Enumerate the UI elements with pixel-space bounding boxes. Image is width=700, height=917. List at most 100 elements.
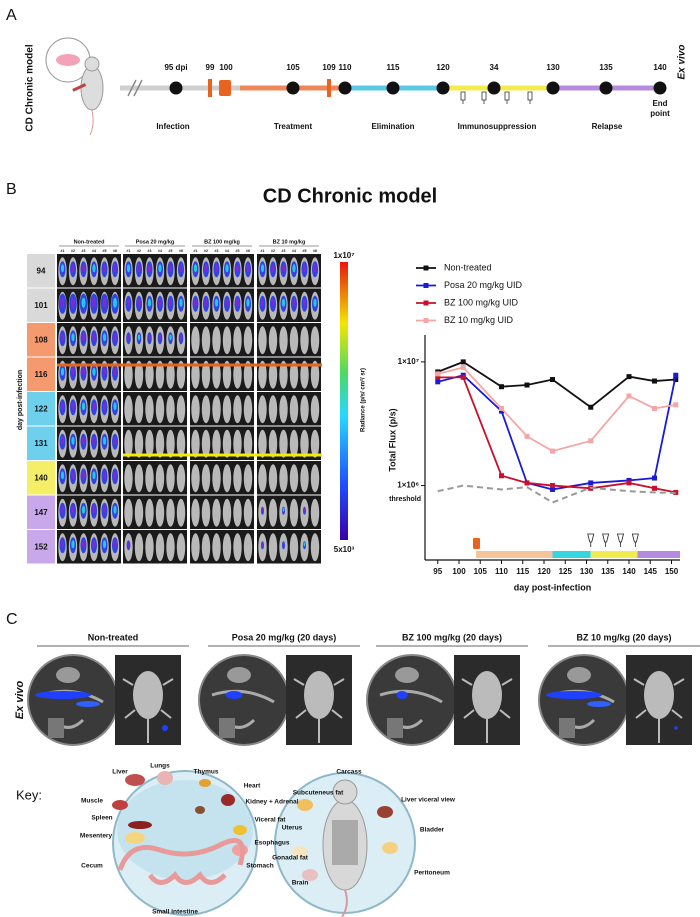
signal (92, 264, 96, 273)
signal (60, 367, 65, 376)
signal (113, 264, 117, 273)
signal (71, 264, 75, 273)
data-point (673, 372, 679, 378)
ex-vivo: Ex vivo (677, 44, 688, 79)
mouse-image (268, 360, 278, 389)
image-cell (123, 392, 187, 426)
mouse-image (191, 360, 200, 389)
mouse-image (222, 533, 232, 562)
data-point (626, 480, 632, 486)
day-cell (27, 530, 55, 564)
group-header: BZ 10 mg/kg (20 days) (576, 632, 671, 642)
organ-illustration (233, 825, 247, 835)
mouse-label: #6 (179, 249, 183, 253)
mouse-image (166, 533, 175, 562)
data-point (550, 483, 555, 489)
signal (102, 297, 107, 308)
mouse-image (212, 360, 221, 389)
mouse-image (289, 395, 299, 424)
signal (281, 264, 286, 273)
image-cell (57, 254, 121, 288)
signal (261, 507, 264, 512)
mouse-image (268, 429, 278, 458)
timeline-tick: 109 (322, 63, 336, 72)
image-cell (57, 426, 121, 460)
data-point (550, 377, 555, 383)
signal (137, 264, 141, 273)
signal (71, 402, 75, 411)
mouse-image (176, 360, 186, 389)
mouse-label: #3 (215, 249, 219, 253)
signal (271, 264, 275, 273)
organ-label: Brain (292, 880, 309, 887)
signal (92, 402, 96, 411)
data-point (550, 486, 555, 492)
timepoint (487, 81, 501, 95)
signal (102, 540, 107, 549)
organ-label: Gonadal fat (272, 855, 309, 862)
organ-label: Muscle (81, 798, 103, 805)
signal (168, 264, 173, 273)
mouse-label: #5 (303, 249, 307, 253)
organ-label: Small intestine (152, 909, 198, 916)
injection-icon (616, 533, 625, 547)
signal (60, 297, 65, 308)
mouse-image (289, 464, 299, 493)
mouse-image (233, 464, 242, 493)
organ-label: Heart (244, 783, 261, 790)
signal (102, 264, 107, 273)
signal (92, 297, 96, 308)
mouse-image (279, 326, 288, 355)
mouse-image (201, 464, 211, 493)
signal (81, 333, 86, 342)
mouse-image (233, 533, 242, 562)
mouse-image (310, 498, 320, 527)
carcass-image (293, 678, 345, 743)
break-mark (133, 79, 143, 97)
mouse-image (279, 395, 288, 424)
signal (60, 505, 65, 514)
organ-label: Esophagus (254, 840, 289, 847)
signal (587, 701, 611, 707)
y-axis-title: Total Flux (p/s) (387, 408, 397, 471)
day-label: 116 (35, 370, 48, 379)
mouse-label: #6 (113, 249, 117, 253)
signal (271, 298, 275, 307)
carcass-image (304, 671, 334, 719)
phase-label: Elimination (371, 122, 414, 131)
signal (60, 540, 65, 549)
x-tick-label: 145 (644, 567, 658, 576)
group-header: BZ 100 mg/kg (20 days) (402, 632, 502, 642)
mouse-image (243, 360, 253, 389)
organ-illustration (112, 800, 128, 810)
signal (303, 507, 306, 512)
signal (193, 264, 198, 273)
x-tick-label: 125 (559, 567, 573, 576)
phase-label: Relapse (592, 122, 623, 131)
signal (204, 298, 208, 307)
signal (92, 436, 96, 445)
signal (179, 264, 183, 273)
image-cell (190, 530, 254, 564)
mouse-image (258, 395, 267, 424)
organ-illustration (195, 806, 205, 814)
mouse-image (222, 360, 232, 389)
timepoint (599, 81, 613, 95)
phase-label: Immunosuppression (458, 122, 537, 131)
image-cell (123, 323, 187, 357)
image-cell (123, 357, 187, 391)
end-point: End (652, 99, 667, 108)
mouse-label: #1 (261, 249, 265, 253)
mouse-image (134, 533, 144, 562)
mouse-image (212, 498, 221, 527)
signal (35, 691, 91, 699)
x-tick-label: 95 (433, 567, 442, 576)
timepoint (338, 81, 352, 95)
mouse-image (300, 429, 309, 458)
carcass-image (133, 671, 163, 719)
mouse-image (124, 395, 133, 424)
mouse-label: #3 (282, 249, 286, 253)
model-label: CD Chronic model (25, 44, 36, 131)
organ-label: Thymus (194, 769, 219, 776)
mouse-image (212, 429, 221, 458)
